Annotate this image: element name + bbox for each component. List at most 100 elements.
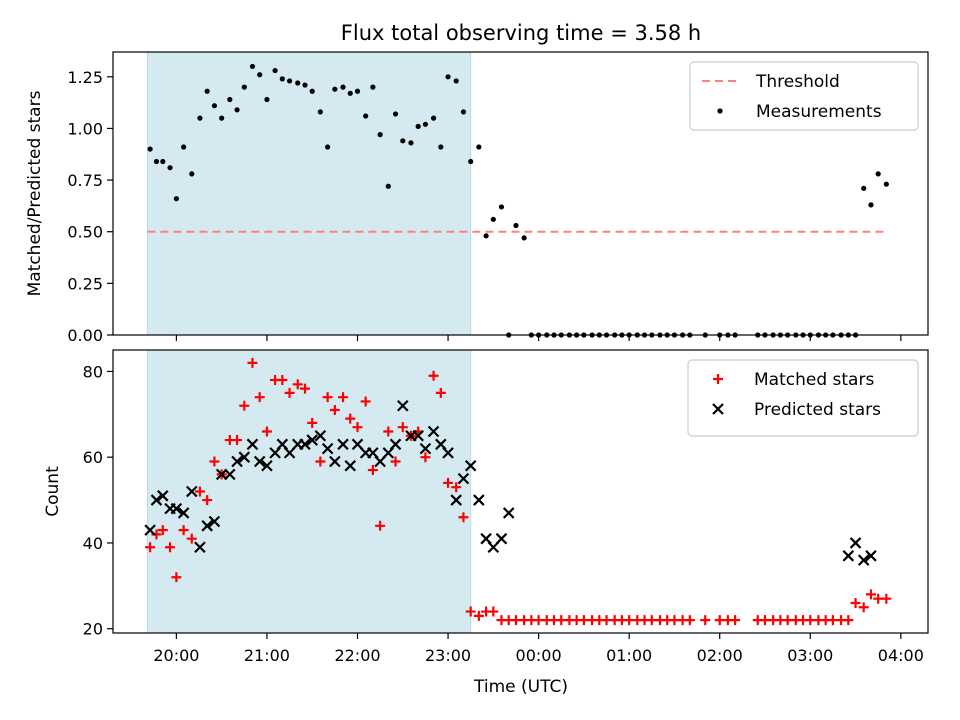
data-point — [700, 615, 711, 626]
data-point — [502, 507, 515, 519]
data-point — [249, 63, 256, 70]
data-point — [495, 532, 508, 545]
data-point — [254, 392, 265, 403]
legend-box — [689, 61, 919, 131]
x-tick-label: 20:00 — [153, 646, 199, 665]
data-point — [177, 507, 190, 519]
series-predicted-stars — [144, 399, 877, 566]
x-tick-label: 22:00 — [334, 646, 380, 665]
data-point — [299, 383, 310, 394]
legend-label: Predicted stars — [754, 400, 881, 420]
data-point — [239, 400, 250, 411]
data-point — [241, 84, 247, 90]
data-point — [521, 235, 527, 241]
data-point — [487, 541, 500, 554]
data-point — [442, 447, 454, 459]
observing-span — [146, 51, 472, 336]
y-axis-label: Count — [43, 466, 63, 517]
data-point — [360, 396, 371, 407]
data-point — [208, 515, 221, 528]
data-point — [375, 520, 386, 531]
data-point — [383, 426, 394, 437]
data-point — [374, 455, 386, 468]
x-tick-label: 04:00 — [878, 646, 924, 665]
data-point — [438, 144, 444, 150]
data-point — [329, 455, 341, 468]
data-point — [367, 465, 378, 476]
data-point — [283, 447, 296, 459]
data-point — [292, 379, 303, 390]
data-point — [428, 370, 439, 381]
data-point — [272, 67, 278, 74]
data-point — [257, 72, 263, 78]
data-point — [261, 426, 272, 437]
data-point — [332, 86, 338, 92]
legend-box — [687, 359, 919, 437]
data-point — [322, 392, 333, 403]
data-point — [227, 96, 233, 103]
data-point — [881, 593, 892, 604]
y-tick-label: 0.75 — [67, 171, 103, 190]
data-point — [186, 485, 198, 498]
data-point — [153, 158, 160, 165]
data-point — [861, 185, 867, 191]
data-point — [279, 76, 285, 82]
data-point — [450, 494, 462, 506]
top-panel: 0.00 0.25 0.50 0.75 1.00 1.25 Matched/Predicte… — [25, 51, 929, 345]
data-point — [181, 144, 187, 150]
data-point — [354, 88, 361, 94]
x-tick-label: 01:00 — [606, 646, 652, 665]
data-point — [684, 615, 695, 626]
data-point — [202, 495, 213, 506]
data-point — [865, 550, 877, 562]
figure-title: Flux total observing time = 3.58 h — [341, 21, 701, 45]
x-tick-label: 03:00 — [787, 646, 833, 665]
data-point — [246, 438, 259, 451]
data-point — [363, 113, 369, 119]
data-point — [490, 216, 496, 222]
data-point — [219, 115, 225, 121]
data-point — [883, 181, 889, 187]
data-point — [865, 589, 876, 600]
data-point — [238, 451, 251, 463]
y-tick-label: 0.25 — [67, 274, 103, 293]
data-point — [321, 442, 334, 455]
data-point — [392, 111, 399, 117]
data-point — [857, 554, 870, 566]
data-point — [458, 512, 469, 523]
y-axis-label: Matched/Predicted stars — [25, 90, 45, 296]
data-point — [397, 422, 408, 433]
data-point — [171, 572, 182, 583]
data-point — [868, 202, 874, 208]
data-point — [204, 88, 210, 94]
data-point — [165, 542, 176, 553]
data-point — [314, 429, 327, 442]
data-point — [345, 413, 356, 424]
data-point — [460, 109, 467, 115]
data-point — [420, 452, 431, 463]
data-point — [317, 109, 323, 115]
data-point — [419, 442, 432, 455]
data-point — [397, 399, 409, 412]
data-point — [194, 486, 205, 497]
data-point — [325, 144, 331, 150]
data-point — [347, 90, 353, 96]
data-point — [144, 524, 156, 536]
data-point — [247, 357, 258, 368]
legend: Matched stars Predicted stars — [687, 359, 919, 437]
data-point — [157, 490, 169, 502]
data-point — [843, 615, 854, 626]
data-point — [443, 477, 454, 488]
data-point — [299, 438, 311, 451]
data-point — [147, 146, 153, 152]
y-tick-label: 1.25 — [67, 68, 103, 87]
series-matched-stars — [145, 357, 892, 626]
data-point — [850, 597, 861, 608]
data-point — [415, 123, 421, 129]
legend-label: Matched stars — [754, 370, 874, 390]
data-point — [875, 171, 881, 177]
y-tick-label: 80 — [83, 362, 103, 381]
data-point — [385, 183, 391, 189]
data-point — [253, 455, 266, 468]
